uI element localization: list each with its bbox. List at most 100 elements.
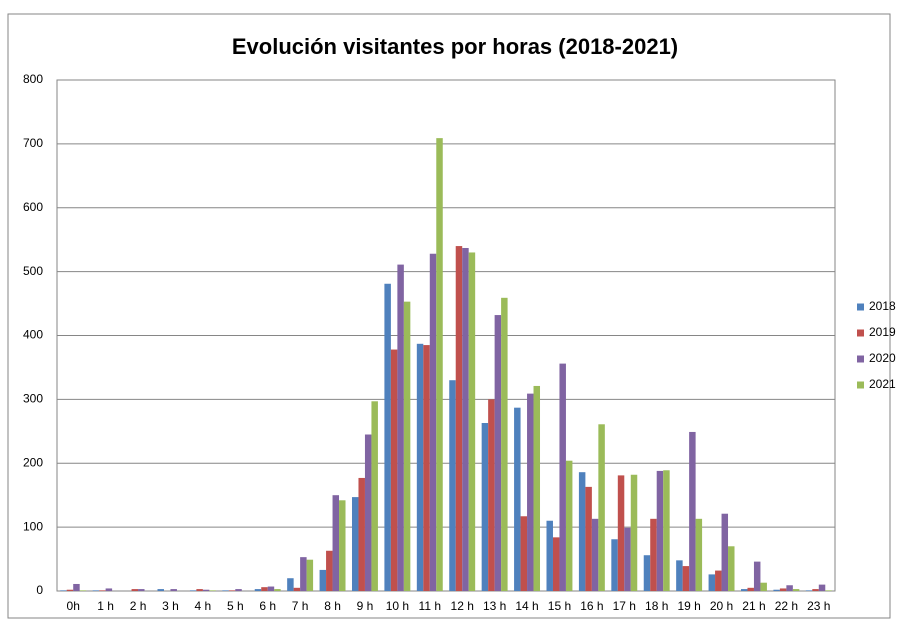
bar: [565, 460, 573, 591]
bar: [358, 477, 365, 591]
legend-label: 2019: [869, 325, 896, 339]
bar: [695, 518, 703, 591]
legend-swatch: [857, 381, 864, 389]
bar: [235, 589, 242, 591]
bar: [682, 566, 690, 591]
x-tick-label: 22 h: [775, 599, 798, 613]
legend-label: 2018: [869, 299, 896, 313]
bar: [663, 470, 670, 591]
bar: [721, 513, 729, 591]
bar: [786, 585, 793, 591]
bar: [196, 589, 203, 591]
x-tick-label: 23 h: [807, 599, 830, 613]
bar: [650, 518, 657, 591]
x-tick-label: 20 h: [710, 599, 733, 613]
bar: [462, 247, 469, 591]
y-tick-label: 200: [23, 455, 43, 469]
bar: [747, 587, 754, 591]
bar: [131, 589, 139, 591]
bar: [468, 252, 476, 591]
legend-swatch: [857, 329, 864, 337]
x-tick-label: 18 h: [645, 599, 668, 613]
bar: [805, 590, 813, 591]
bar: [209, 590, 216, 591]
bar: [527, 393, 534, 591]
x-tick-label: 1 h: [97, 599, 114, 613]
bar: [715, 570, 722, 591]
bar: [598, 424, 605, 591]
y-tick-label: 0: [36, 583, 43, 597]
bar: [228, 590, 236, 591]
chart-title: Evolución visitantes por horas (2018-202…: [232, 34, 678, 59]
x-tick-label: 0h: [67, 599, 80, 613]
legend-label: 2021: [869, 377, 896, 391]
bar: [818, 584, 826, 591]
bar: [202, 589, 210, 591]
bar: [578, 472, 586, 591]
bar: [708, 574, 716, 591]
x-tick-label: 16 h: [580, 599, 603, 613]
bar: [514, 407, 521, 591]
bar: [339, 500, 346, 591]
bar: [429, 253, 437, 592]
bar: [617, 475, 625, 591]
x-tick-label: 12 h: [451, 599, 474, 613]
bar: [384, 283, 391, 591]
x-tick-label: 17 h: [613, 599, 636, 613]
bar: [773, 589, 780, 591]
y-tick-label: 400: [23, 328, 43, 342]
bar: [643, 555, 651, 591]
bar: [546, 520, 553, 591]
bar: [170, 589, 177, 591]
bar: [274, 589, 281, 591]
x-tick-label: 3 h: [162, 599, 179, 613]
bar: [753, 561, 761, 591]
bar: [520, 516, 528, 591]
bar: [138, 589, 145, 591]
x-tick-label: 15 h: [548, 599, 571, 613]
bar: [559, 363, 566, 591]
bar: [390, 349, 398, 591]
bar: [501, 297, 508, 591]
bar: [300, 557, 307, 591]
bar: [60, 590, 67, 591]
x-tick-label: 4 h: [195, 599, 212, 613]
x-tick-label: 8 h: [324, 599, 341, 613]
bar: [416, 343, 424, 591]
bar: [656, 470, 664, 591]
bar: [455, 246, 463, 591]
bar: [689, 431, 696, 591]
bar: [261, 587, 268, 591]
x-tick-label: 11 h: [419, 599, 441, 613]
bar: [306, 559, 314, 591]
bar: [630, 474, 638, 591]
bar: [287, 578, 294, 591]
y-tick-label: 700: [23, 136, 43, 150]
bar: [319, 569, 327, 591]
x-tick-label: 13 h: [483, 599, 506, 613]
bar: [488, 399, 495, 591]
bar: [293, 587, 301, 591]
x-tick-label: 14 h: [515, 599, 538, 613]
bar: [403, 301, 411, 591]
bar: [728, 546, 735, 591]
bar: [812, 589, 819, 591]
x-tick-label: 2 h: [130, 599, 147, 613]
x-tick-label: 5 h: [227, 599, 244, 613]
bar: [222, 590, 229, 591]
bar: [591, 518, 599, 591]
bar: [740, 589, 748, 591]
bar: [351, 497, 359, 591]
bar: [92, 590, 100, 591]
x-tick-label: 21 h: [742, 599, 765, 613]
x-tick-label: 19 h: [677, 599, 700, 613]
bar: [397, 264, 404, 591]
bar: [449, 380, 456, 591]
y-tick-label: 100: [23, 519, 43, 533]
x-tick-label: 10 h: [386, 599, 409, 613]
bar: [66, 589, 74, 591]
legend-swatch: [857, 303, 864, 311]
bar: [364, 434, 372, 591]
bar: [676, 560, 683, 591]
bar: [332, 495, 340, 591]
